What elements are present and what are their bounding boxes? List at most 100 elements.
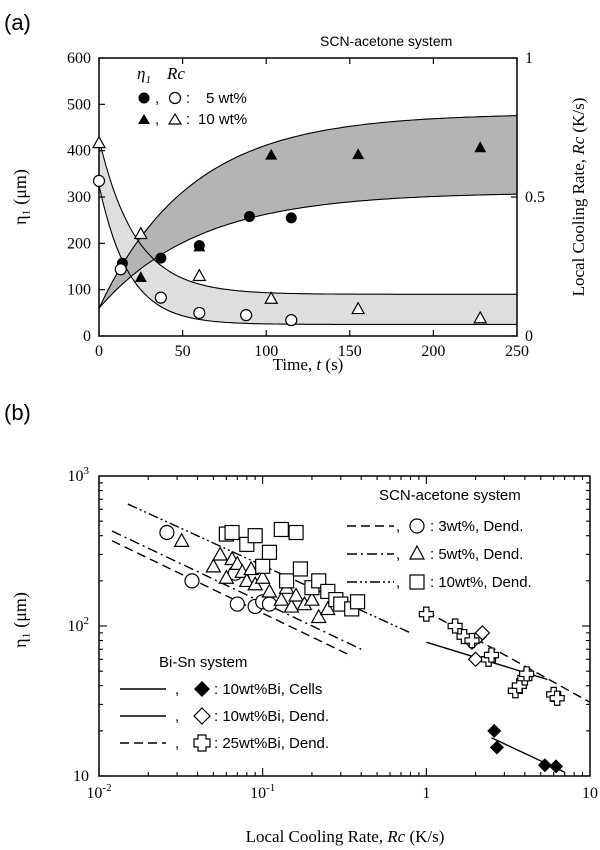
legend-filled-circle-icon bbox=[138, 92, 150, 104]
x-tick-label: 1 bbox=[422, 785, 430, 802]
legend-comma-3: , bbox=[396, 518, 400, 535]
legend-label-10wt: 10 wt% bbox=[198, 111, 247, 128]
data-point bbox=[288, 524, 304, 541]
data-point bbox=[483, 647, 500, 663]
panel-b-legend-scn: SCN-acetone system , : 3wt%, Dend. , : 5… bbox=[347, 487, 532, 591]
data-point bbox=[247, 528, 263, 544]
data-point bbox=[319, 600, 336, 616]
legend-label-5wt: 5 wt% bbox=[206, 90, 247, 107]
legend-open-triangle-icon bbox=[167, 112, 183, 125]
legend-bisn-title: Bi-Sn system bbox=[159, 654, 247, 671]
rc-band bbox=[99, 139, 517, 325]
legend-eta-sub: 1 bbox=[145, 74, 151, 86]
data-point bbox=[218, 569, 235, 584]
rc-band-lower bbox=[99, 185, 517, 325]
x-tick-label: 10 bbox=[582, 785, 598, 802]
data-point bbox=[159, 524, 175, 541]
x-tick-label: 0 bbox=[95, 343, 103, 360]
panel-a: (a) 0 50 100 150 200 250010020030040050060000… bbox=[4, 10, 588, 374]
data-point bbox=[265, 148, 278, 160]
data-point bbox=[467, 651, 484, 668]
panel-a-points bbox=[91, 135, 488, 327]
data-point bbox=[447, 618, 463, 634]
data-point bbox=[193, 306, 206, 320]
data-point bbox=[549, 690, 565, 706]
legend-bisn-cells: : 10wt%Bi, Cells bbox=[214, 681, 322, 698]
data-point bbox=[464, 632, 480, 649]
data-point bbox=[273, 591, 290, 606]
data-point bbox=[240, 309, 253, 322]
legend-comma-4: , bbox=[396, 546, 400, 563]
data-point bbox=[173, 532, 190, 547]
panel-a-fit-curves bbox=[99, 115, 517, 325]
legend-open-circle-icon bbox=[168, 91, 182, 105]
x-tick-label: 50 bbox=[175, 343, 191, 360]
legend-colon: : bbox=[186, 90, 190, 107]
y-tick-label: 102 bbox=[68, 615, 90, 635]
data-point bbox=[285, 314, 298, 327]
y-tick-label: 300 bbox=[67, 189, 91, 206]
legend-filled-diamond-icon bbox=[194, 681, 210, 697]
x-tick-label: 10-1 bbox=[250, 782, 275, 802]
data-point bbox=[537, 758, 552, 773]
legend-rc-header: Rc bbox=[166, 64, 185, 83]
legend-comma-8: , bbox=[175, 735, 179, 752]
y-tick-label: 400 bbox=[67, 143, 91, 160]
panel-a-xlabel: Time, t (s) bbox=[273, 355, 344, 374]
data-point bbox=[91, 135, 107, 149]
legend-comma-6: , bbox=[175, 681, 179, 698]
x-tick-label: 250 bbox=[505, 343, 529, 360]
legend-open-circle-b-icon bbox=[409, 518, 425, 534]
data-point bbox=[133, 226, 148, 240]
eta-band-lower bbox=[99, 193, 517, 309]
panel-a-label: (a) bbox=[4, 10, 31, 35]
y-tick-label: 10 bbox=[73, 768, 89, 785]
data-point bbox=[288, 587, 305, 602]
data-point bbox=[418, 606, 434, 622]
data-point bbox=[155, 252, 167, 264]
fit-line bbox=[111, 540, 353, 657]
panel-b-points bbox=[159, 521, 565, 774]
data-point bbox=[229, 596, 245, 612]
panel-b-legend-bisn: Bi-Sn system , : 10wt%Bi, Cells , : 10wt… bbox=[120, 654, 329, 752]
data-point bbox=[205, 558, 222, 573]
data-point bbox=[243, 210, 255, 222]
data-point bbox=[285, 212, 297, 224]
legend-scn-3wt: : 3wt%, Dend. bbox=[430, 518, 523, 535]
panel-a-title: SCN-acetone system bbox=[320, 33, 452, 49]
data-point bbox=[255, 558, 271, 574]
data-point bbox=[261, 544, 278, 560]
panel-b-label: (b) bbox=[4, 400, 31, 425]
y-tick-label: 200 bbox=[67, 235, 91, 252]
panel-a-legend: η1 Rc , : 5 wt% , : 10 wt% bbox=[137, 64, 247, 128]
data-point bbox=[474, 625, 491, 641]
data-point bbox=[114, 263, 127, 276]
x-tick-label: 150 bbox=[338, 343, 362, 360]
x-tick-label: 200 bbox=[421, 343, 445, 360]
data-point bbox=[92, 174, 106, 187]
data-point bbox=[134, 271, 147, 282]
y-tick-label: 0 bbox=[83, 328, 91, 345]
data-point bbox=[254, 569, 271, 584]
data-point bbox=[519, 666, 535, 682]
data-point bbox=[184, 573, 200, 589]
x-tick-label: 10-2 bbox=[86, 782, 111, 802]
panel-b: (b) 10-2 10-1 1 10 10 102 103 SCN-acetone syst… bbox=[4, 400, 598, 846]
data-point bbox=[193, 240, 206, 252]
data-point bbox=[264, 291, 279, 304]
legend-comma: , bbox=[155, 90, 159, 107]
legend-comma-5: , bbox=[396, 574, 400, 591]
data-point bbox=[487, 723, 502, 738]
data-point bbox=[278, 573, 295, 589]
rc-band-upper bbox=[99, 138, 517, 295]
legend-scn-10wt: : 10wt%, Dend. bbox=[430, 574, 532, 591]
fit-line bbox=[127, 503, 411, 634]
legend-open-diamond-icon bbox=[193, 707, 211, 725]
data-point bbox=[351, 301, 366, 315]
legend-bisn-10wt: : 10wt%Bi, Dend. bbox=[214, 708, 329, 725]
data-point bbox=[349, 594, 366, 610]
data-point bbox=[212, 546, 229, 561]
data-point bbox=[243, 560, 260, 576]
data-point bbox=[238, 572, 255, 588]
